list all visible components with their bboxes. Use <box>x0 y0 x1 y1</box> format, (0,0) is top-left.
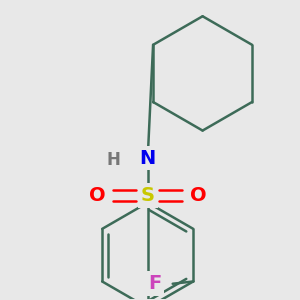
Text: N: N <box>140 148 156 167</box>
Text: F: F <box>148 274 161 293</box>
Text: O: O <box>190 186 206 205</box>
Text: S: S <box>141 186 155 205</box>
Text: H: H <box>106 151 120 169</box>
Text: O: O <box>89 186 106 205</box>
